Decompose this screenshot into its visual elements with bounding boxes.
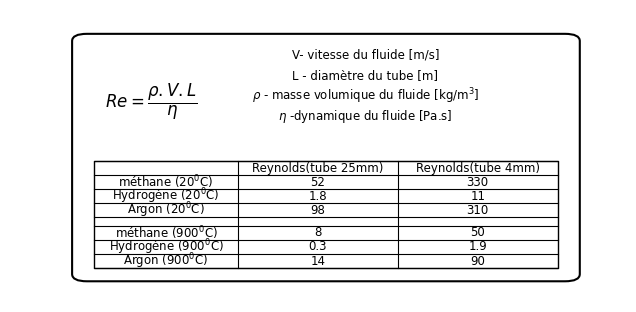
Text: 11: 11 <box>470 190 485 203</box>
Text: 50: 50 <box>470 227 485 239</box>
Text: Hydrogène (20$^0$C): Hydrogène (20$^0$C) <box>113 187 220 206</box>
Text: Reynolds(tube 4mm): Reynolds(tube 4mm) <box>416 162 540 175</box>
Text: Reynolds(tube 25mm): Reynolds(tube 25mm) <box>252 162 384 175</box>
Text: V- vitesse du fluide [m/s]: V- vitesse du fluide [m/s] <box>292 49 439 62</box>
Text: 14: 14 <box>310 255 326 267</box>
Text: 1.9: 1.9 <box>468 241 487 253</box>
Bar <box>94 161 558 268</box>
Text: $\eta$ -dynamique du fluide [Pa.s]: $\eta$ -dynamique du fluide [Pa.s] <box>278 108 453 125</box>
Text: 90: 90 <box>470 255 485 267</box>
Text: $\rho$ - masse volumique du fluide [kg/m$^3$]: $\rho$ - masse volumique du fluide [kg/m… <box>252 86 479 106</box>
Text: 98: 98 <box>310 204 325 217</box>
Text: Argon (20$^0$C): Argon (20$^0$C) <box>127 201 205 220</box>
Text: 52: 52 <box>310 176 325 189</box>
Text: Hydrogène (900$^0$C): Hydrogène (900$^0$C) <box>109 237 223 257</box>
Text: méthane (900$^0$C): méthane (900$^0$C) <box>114 224 218 242</box>
Text: 330: 330 <box>467 176 488 189</box>
Text: 0.3: 0.3 <box>308 241 327 253</box>
Text: L - diamètre du tube [m]: L - diamètre du tube [m] <box>293 69 438 82</box>
FancyBboxPatch shape <box>72 34 580 281</box>
Text: 8: 8 <box>314 227 322 239</box>
Text: Argon (900$^0$C): Argon (900$^0$C) <box>123 251 209 271</box>
Text: méthane (20$^0$C): méthane (20$^0$C) <box>118 173 214 191</box>
Text: 310: 310 <box>467 204 489 217</box>
Text: $Re = \dfrac{\rho.V.L}{\eta}$: $Re = \dfrac{\rho.V.L}{\eta}$ <box>105 82 197 122</box>
Text: 1.8: 1.8 <box>308 190 327 203</box>
